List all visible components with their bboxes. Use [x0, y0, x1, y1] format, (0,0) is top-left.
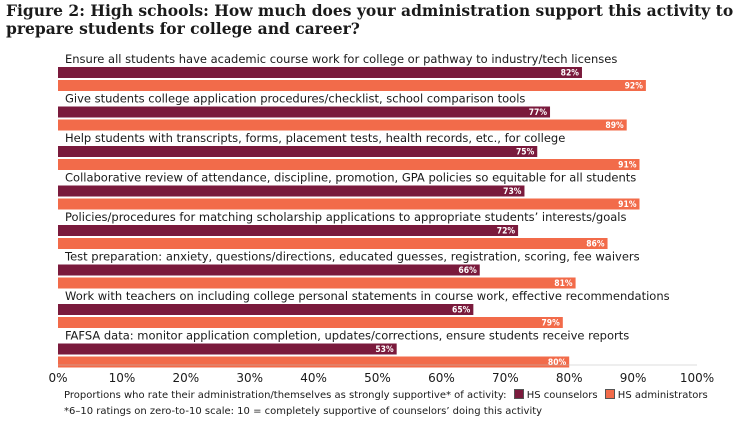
- data-label: 91%: [618, 161, 637, 171]
- legend-swatch-administrators: [604, 389, 615, 399]
- bar-hs-counselors: [58, 264, 480, 276]
- category-label: Work with teachers on including college …: [65, 289, 670, 303]
- x-tick-label: 0%: [48, 371, 67, 385]
- category-label: Give students college application proced…: [65, 92, 525, 106]
- bar-hs-counselors: [58, 185, 525, 197]
- bar-chart: Ensure all students have academic course…: [48, 52, 714, 385]
- legend-prefix: Proportions who rate their administratio…: [64, 390, 507, 401]
- data-label: 66%: [458, 266, 477, 276]
- x-tick-label: 40%: [300, 371, 327, 385]
- bar-hs-administrators: [58, 238, 608, 249]
- data-label: 89%: [605, 121, 624, 131]
- x-tick-label: 100%: [680, 371, 714, 385]
- chart-title: Figure 2: High schools: How much does yo…: [6, 1, 734, 38]
- data-label: 92%: [625, 82, 644, 92]
- data-label: 91%: [618, 200, 637, 210]
- x-tick-label: 30%: [236, 371, 263, 385]
- x-tick-label: 60%: [428, 371, 455, 385]
- x-tick-label: 10%: [109, 371, 136, 385]
- data-label: 86%: [586, 240, 605, 250]
- category-label: Policies/procedures for matching scholar…: [65, 210, 627, 224]
- bar-hs-administrators: [58, 119, 627, 131]
- x-tick-label: 80%: [556, 371, 583, 385]
- bar-hs-counselors: [58, 67, 582, 78]
- x-tick-label: 70%: [492, 371, 519, 385]
- x-tick-label: 20%: [172, 371, 199, 385]
- footnote: *6–10 ratings on zero-to-10 scale: 10 = …: [64, 406, 543, 417]
- legend-label-administrators: HS administrators: [617, 390, 708, 401]
- category-label: Test preparation: anxiety, questions/dir…: [64, 250, 640, 264]
- x-tick-label: 90%: [620, 371, 647, 385]
- category-label: Collaborative review of attendance, disc…: [65, 171, 636, 185]
- data-label: 82%: [561, 69, 580, 79]
- bar-hs-counselors: [58, 146, 538, 157]
- bar-hs-administrators: [58, 198, 640, 210]
- bar-hs-administrators: [58, 317, 563, 328]
- data-label: 73%: [503, 187, 522, 197]
- data-label: 53%: [375, 345, 394, 355]
- bar-hs-administrators: [58, 356, 570, 368]
- x-tick-label: 50%: [364, 371, 391, 385]
- legend-label-counselors: HS counselors: [526, 390, 598, 401]
- category-label: Help students with transcripts, forms, p…: [65, 131, 565, 145]
- data-label: 72%: [497, 227, 516, 237]
- data-label: 80%: [548, 358, 567, 368]
- bar-hs-counselors: [58, 304, 474, 315]
- data-label: 81%: [554, 279, 573, 289]
- data-label: 65%: [452, 306, 471, 316]
- bar-hs-administrators: [58, 277, 576, 289]
- bar-hs-counselors: [58, 343, 397, 355]
- data-label: 75%: [516, 148, 535, 158]
- bar-hs-counselors: [58, 106, 551, 118]
- data-label: 77%: [529, 108, 548, 118]
- category-label: FAFSA data: monitor application completi…: [65, 329, 629, 343]
- bar-hs-administrators: [58, 80, 646, 91]
- bar-hs-administrators: [58, 159, 640, 170]
- legend: Proportions who rate their administratio…: [64, 389, 708, 401]
- bar-hs-counselors: [58, 225, 519, 236]
- data-label: 79%: [541, 319, 560, 329]
- legend-swatch-counselors: [513, 389, 524, 399]
- category-label: Ensure all students have academic course…: [65, 52, 617, 66]
